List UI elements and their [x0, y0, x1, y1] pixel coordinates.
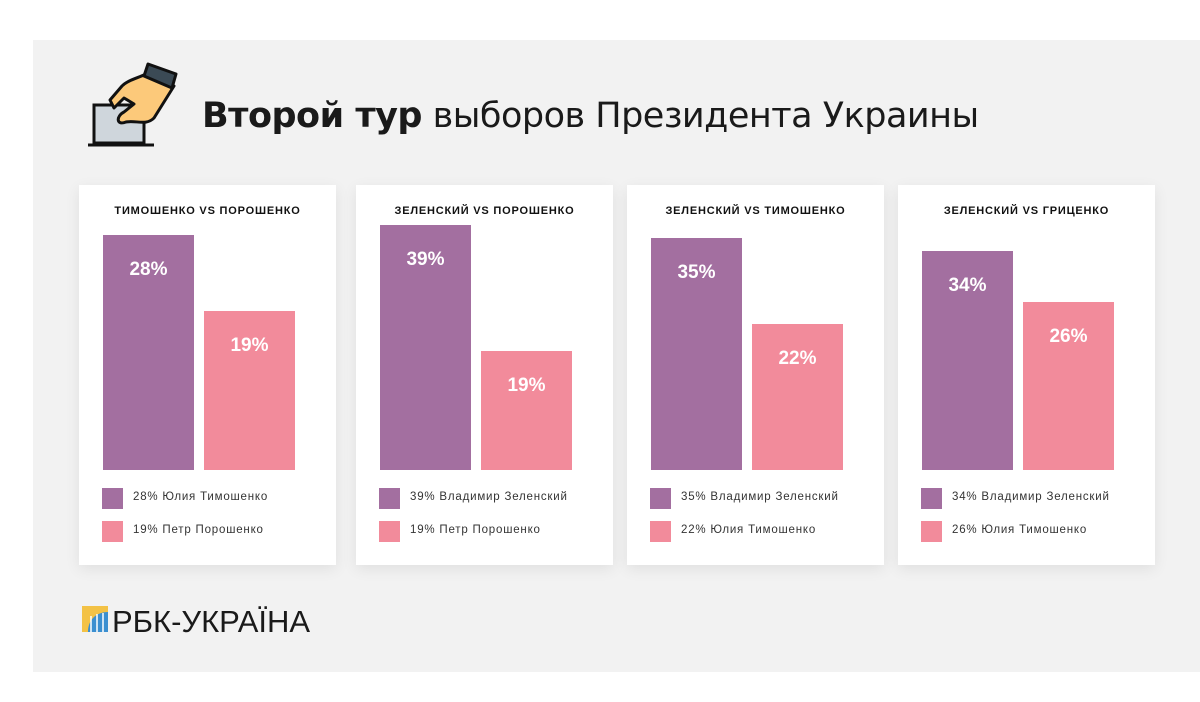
bar: 22%	[752, 323, 843, 470]
chart-title: ЗЕЛЕНСКИЙ VS ГРИЦЕНКО	[943, 205, 1110, 217]
chart-title: ЗЕЛЕНСКИЙ VS ПОРОШЕНКО	[394, 205, 575, 217]
rbk-logo: РБК-УКРАЇНА	[112, 604, 311, 639]
bar-value-label: 22%	[778, 347, 817, 369]
legend-label: 26% Юлия Тимошенко	[952, 524, 1088, 536]
chart-card: ЗЕЛЕНСКИЙ VS ГРИЦЕНКО 34% 34% Владимир Зел…	[898, 185, 1155, 565]
bar-value-label: 39%	[406, 249, 445, 270]
legend-label: 39% Владимир Зеленский	[410, 491, 568, 503]
bar: 28%	[103, 235, 194, 470]
bar: 35%	[651, 237, 742, 470]
rbk-logo-icon	[82, 606, 108, 632]
legend-swatch	[921, 488, 942, 509]
legend-label: 28% Юлия Тимошенко	[133, 491, 269, 503]
legend-swatch	[102, 488, 123, 509]
bar-value-label: 26%	[1049, 326, 1088, 348]
bar: 26%	[1023, 302, 1114, 470]
chart-card: ЗЕЛЕНСКИЙ VS ПОРОШЕНКО 39% 39% Владимир Зе…	[356, 185, 613, 565]
legend-label: 34% Владимир Зеленский	[952, 491, 1110, 503]
bar-value-label: 19%	[507, 374, 546, 396]
ballot-box-hand-icon	[88, 62, 178, 147]
chart-card: ТИМОШЕНКО VS ПОРОШЕНКО 28% 28% Юлия Тимоше…	[79, 185, 336, 565]
bar-value-label: 35%	[677, 261, 716, 283]
legend-swatch	[921, 521, 942, 542]
legend-label: 35% Владимир Зеленский	[681, 491, 839, 503]
legend-swatch	[379, 521, 400, 542]
chart-title: ТИМОШЕНКО VS ПОРОШЕНКО	[114, 205, 301, 217]
legend-swatch	[650, 521, 671, 542]
legend-swatch	[102, 521, 123, 542]
bar: 19%	[481, 350, 572, 470]
chart-title: ЗЕЛЕНСКИЙ VS ТИМОШЕНКО	[665, 205, 846, 217]
legend-label: 19% Петр Порошенко	[133, 524, 264, 536]
page-title: Второй тур выборов Президента Украины	[202, 96, 979, 136]
bar: 19%	[204, 310, 295, 470]
bar-value-label: 19%	[230, 334, 269, 356]
legend-label: 19% Петр Порошенко	[410, 524, 541, 536]
legend-label: 22% Юлия Тимошенко	[681, 524, 817, 536]
chart-card: ЗЕЛЕНСКИЙ VS ТИМОШЕНКО 35% 35% Владимир Зе…	[627, 185, 884, 565]
bar-value-label: 28%	[129, 259, 168, 281]
bar: 39%	[380, 225, 471, 470]
legend-swatch	[650, 488, 671, 509]
legend-swatch	[379, 488, 400, 509]
bar: 34%	[922, 250, 1013, 470]
bar-value-label: 34%	[948, 274, 987, 296]
